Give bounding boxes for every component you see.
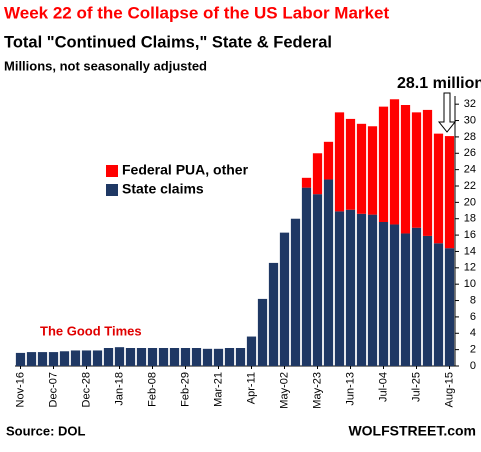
x-tick-label: Feb-08 <box>146 372 158 407</box>
bar-segment <box>312 194 323 366</box>
bar-segment <box>367 126 378 215</box>
bar-segment <box>345 118 356 210</box>
bar-segment <box>400 233 411 366</box>
x-tick-label: Jun-13 <box>344 372 356 406</box>
bar-segment <box>246 336 257 366</box>
bar-segment <box>411 112 422 228</box>
bar-segment <box>422 235 433 366</box>
bar-segment <box>15 352 26 366</box>
x-tick-label: Jul-04 <box>377 372 389 402</box>
bar-segment <box>400 105 411 234</box>
bar-segment <box>257 298 268 366</box>
annotation: The Good Times <box>40 323 142 338</box>
legend-swatch <box>106 184 118 196</box>
bar-segment <box>367 214 378 366</box>
y-tick-label: 24 <box>464 164 476 176</box>
x-tick-label: May-23 <box>311 372 323 409</box>
y-tick-label: 20 <box>464 196 476 208</box>
y-tick-label: 0 <box>470 360 476 372</box>
bar-segment <box>301 177 312 188</box>
bar-segment <box>158 348 169 366</box>
x-tick-label: Nov-16 <box>14 372 26 407</box>
bar-segment <box>323 141 334 180</box>
bar-segment <box>213 348 224 366</box>
bar-segment <box>422 109 433 236</box>
bar-segment <box>202 348 213 366</box>
legend-swatch <box>106 165 118 177</box>
bar-segment <box>389 99 400 225</box>
x-tick-label: Dec-28 <box>80 372 92 407</box>
y-tick-label: 28 <box>464 131 476 143</box>
bar-segment <box>235 348 246 366</box>
bar-segment <box>444 136 455 249</box>
bar-segment <box>191 348 202 366</box>
bar-segment <box>312 153 323 195</box>
bar-segment <box>378 106 389 222</box>
y-tick-label: 8 <box>470 294 476 306</box>
x-tick-label: Mar-21 <box>212 372 224 407</box>
bar-segment <box>268 262 279 366</box>
bar-segment <box>81 350 92 366</box>
y-tick-label: 32 <box>464 98 476 110</box>
x-tick-label: Jul-25 <box>410 372 422 402</box>
bar-segment <box>444 248 455 366</box>
x-tick-label: Jan-18 <box>113 372 125 406</box>
x-tick-label: Feb-29 <box>179 372 191 407</box>
bar-segment <box>92 350 103 366</box>
y-tick-label: 14 <box>464 245 476 257</box>
bar-segment <box>136 348 147 366</box>
bar-segment <box>411 227 422 366</box>
bar-segment <box>103 348 114 366</box>
y-tick-label: 18 <box>464 213 476 225</box>
x-tick-label: Dec-07 <box>47 372 59 407</box>
bar-segment <box>147 348 158 366</box>
y-tick-label: 22 <box>464 180 476 192</box>
y-tick-label: 26 <box>464 147 476 159</box>
legend-label: Federal PUA, other <box>122 162 249 178</box>
bar-segment <box>323 179 334 366</box>
bar-segment <box>37 352 48 366</box>
y-tick-label: 30 <box>464 114 476 126</box>
bar-segment <box>345 209 356 366</box>
bar-segment <box>378 222 389 366</box>
bar-segment <box>356 123 367 214</box>
bar-segment <box>70 350 81 366</box>
bar-segment <box>279 232 290 366</box>
bar-segment <box>433 133 444 244</box>
y-tick-label: 4 <box>470 327 476 339</box>
x-tick-label: May-02 <box>278 372 290 409</box>
bar-segment <box>114 347 125 366</box>
chart-title: Week 22 of the Collapse of the US Labor … <box>4 3 389 22</box>
bar-segment <box>389 224 400 366</box>
bar-segment <box>125 348 136 366</box>
y-tick-label: 6 <box>470 311 476 323</box>
bar-segment <box>59 351 70 366</box>
chart-subtitle: Total "Continued Claims," State & Federa… <box>4 33 332 51</box>
source: Source: DOL <box>6 423 86 438</box>
bar-segment <box>301 187 312 366</box>
x-tick-label: Aug-15 <box>443 372 455 407</box>
bar-segment <box>26 352 37 366</box>
arrow <box>437 92 457 133</box>
bar-segment <box>290 218 301 366</box>
bar-segment <box>334 211 345 366</box>
bar-segment <box>169 348 180 366</box>
y-tick-label: 16 <box>464 229 476 241</box>
bar-segment <box>356 213 367 366</box>
y-tick-label: 10 <box>464 278 476 290</box>
y-tick-label: 2 <box>470 344 476 356</box>
bar-segment <box>224 348 235 366</box>
y-tick-label: 12 <box>464 262 476 274</box>
chart-note: Millions, not seasonally adjusted <box>4 58 207 73</box>
annotation: 28.1 million <box>397 75 481 92</box>
bar-segment <box>180 348 191 366</box>
bar-segment <box>48 352 59 366</box>
bar-segment <box>334 112 345 212</box>
legend-label: State claims <box>122 181 204 197</box>
bar-segment <box>433 243 444 366</box>
credit: WOLFSTREET.com <box>348 423 476 439</box>
x-tick-label: Apr-11 <box>245 372 257 404</box>
